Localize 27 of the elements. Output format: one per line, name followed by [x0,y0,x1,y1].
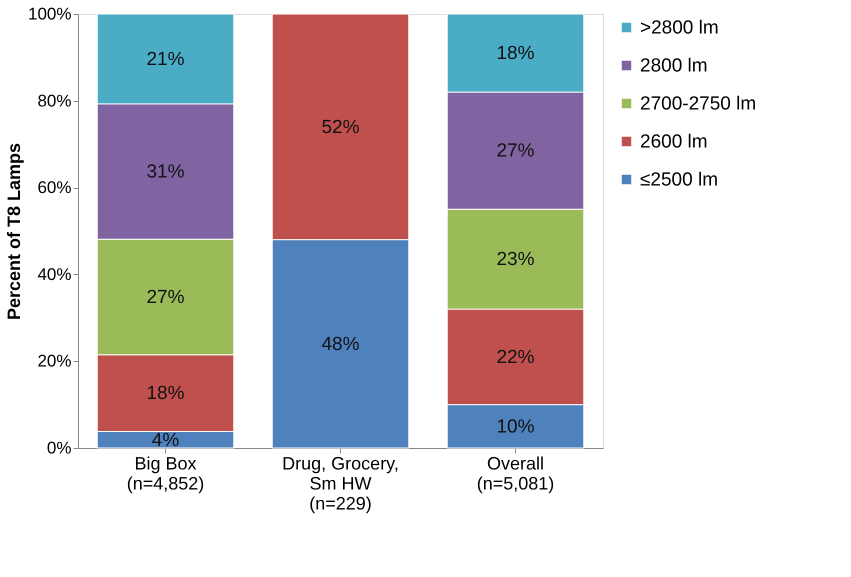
data-label: 27% [496,140,535,162]
y-tick-label: 40% [37,264,72,284]
data-label: 22% [496,346,535,368]
data-label: 18% [496,43,535,64]
legend-label: 2600 lm [640,132,708,152]
data-label: 10% [496,416,535,438]
legend-label: ≤2500 lm [640,170,718,190]
x-tick-label: Big Box (n=4,852) [126,454,204,494]
data-label: 31% [146,162,185,183]
data-label: 27% [146,286,185,308]
legend-label: >2800 lm [640,18,719,38]
data-label: 4% [152,430,180,451]
data-label: 52% [321,116,360,138]
y-tick-label: 60% [37,178,72,198]
legend-label: 2800 lm [640,56,708,76]
data-label: 21% [146,48,185,70]
y-axis-title: Percent of T8 Lamps [4,142,24,320]
data-label: 23% [496,249,535,270]
y-tick-label: 100% [28,4,72,24]
data-label: 48% [321,334,360,355]
y-tick-label: 80% [37,91,72,110]
x-tick-label: Overall (n=5,081) [476,454,554,494]
y-tick-label: 20% [37,352,72,371]
y-tick-label: 0% [46,438,72,458]
x-tick-label: Drug, Grocery, Sm HW (n=229) [282,454,399,514]
legend-label: 2700-2750 lm [640,94,756,114]
data-label: 18% [146,383,185,404]
